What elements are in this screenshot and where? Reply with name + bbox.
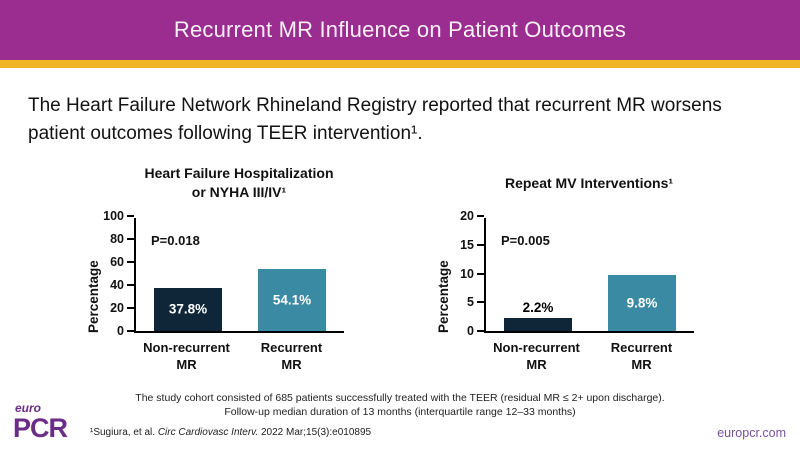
chart-title: Heart Failure Hospitalization or NYHA II… <box>144 165 334 200</box>
y-tick-mark <box>477 330 484 332</box>
y-tick-label: 100 <box>103 209 124 223</box>
p-value-label: P=0.018 <box>151 233 200 248</box>
bar-slot: 2.2% <box>486 218 590 331</box>
chart-body: Percentage 0 20 40 60 80 100 P=0.018 37.8% 54.1% <box>78 209 358 338</box>
y-tick-mark <box>127 284 134 286</box>
x-axis-category-label: Non-recurrent MR <box>143 340 230 372</box>
intro-text: The Heart Failure Network Rhineland Regi… <box>28 95 722 144</box>
bar-value-label: 54.1% <box>272 292 312 308</box>
y-tick-label: 5 <box>467 295 474 310</box>
y-tick-mark <box>477 272 484 275</box>
y-tick-label: 0 <box>117 324 124 338</box>
bar-non-recurrent-mr: 37.8% <box>154 287 222 331</box>
y-tick-label: 80 <box>110 232 124 246</box>
x-axis-category-label: Recurrent MR <box>610 340 673 372</box>
reference-suffix: 2022 Mar;15(3):e010895 <box>258 427 372 438</box>
y-tick-mark <box>127 330 134 332</box>
reference-journal: Circ Cardiovasc Interv. <box>157 427 259 438</box>
p-value-label: P=0.005 <box>501 233 550 248</box>
europcr-logo: euro PCR <box>13 401 68 443</box>
logo-pcr-text: PCR <box>13 413 68 443</box>
y-tick-label: 60 <box>110 255 124 269</box>
bar-slot: 54.1% <box>240 218 344 331</box>
y-tick-label: 20 <box>460 209 474 223</box>
plot-area: 0 5 10 15 20 P=0.005 2.2% 9.8% <box>460 209 694 338</box>
x-axis-labels: Non-recurrent MR Recurrent MR <box>134 339 344 373</box>
y-tick-mark <box>477 243 484 246</box>
bar-slot: 37.8% <box>136 218 240 331</box>
bar-recurrent-mr: 54.1% <box>258 268 326 331</box>
logo-euro-text: euro <box>15 401 42 415</box>
chart-repeat-mv-interventions: Repeat MV Interventions¹ Percentage 0 5 10… <box>428 160 708 373</box>
y-tick-label: 20 <box>110 301 124 315</box>
x-axis-labels: Non-recurrent MR Recurrent MR <box>484 339 694 373</box>
bar-value-label: 37.8% <box>168 301 208 317</box>
y-tick-mark <box>477 215 484 217</box>
footnote-line-1: The study cohort consisted of 685 patien… <box>135 392 665 404</box>
page-title: Recurrent MR Influence on Patient Outcom… <box>173 17 627 42</box>
y-tick-label: 10 <box>460 266 474 281</box>
study-footnote: The study cohort consisted of 685 patien… <box>0 391 800 419</box>
y-tick-mark <box>127 307 134 309</box>
accent-stripe <box>0 60 800 68</box>
y-tick-label: 15 <box>460 237 474 252</box>
plot-area: 0 20 40 60 80 100 P=0.018 37.8% 54.1% <box>103 209 344 338</box>
footnote-line-2: Follow-up median duration of 13 months (… <box>224 406 576 418</box>
bar-non-recurrent-mr: 2.2% <box>504 300 572 331</box>
reference-prefix: ¹Sugiura, et al. <box>90 427 158 438</box>
citation-reference: ¹Sugiura, et al. Circ Cardiovasc Interv.… <box>90 427 371 438</box>
header-bar: Recurrent MR Influence on Patient Outcom… <box>0 0 800 60</box>
website-url: europcr.com <box>717 426 786 440</box>
x-axis-category-label: Recurrent MR <box>260 340 323 372</box>
bar-value-label: 9.8% <box>626 295 658 311</box>
y-tick-label: 0 <box>467 324 474 338</box>
y-tick-mark <box>477 301 484 304</box>
bars-group: 37.8% 54.1% <box>136 218 344 331</box>
bar-value-label: 2.2% <box>522 300 554 316</box>
y-tick-mark <box>127 261 134 263</box>
x-axis-category-label: Non-recurrent MR <box>493 340 580 372</box>
chart-body: Percentage 0 5 10 15 20 P=0.005 2.2% 9.8% <box>428 209 708 338</box>
chart-title: Repeat MV Interventions¹ <box>504 174 674 191</box>
y-tick-label: 40 <box>110 278 124 292</box>
y-tick-mark <box>127 238 134 240</box>
chart-hf-hospitalization: Heart Failure Hospitalization or NYHA II… <box>78 160 358 373</box>
bars-group: 2.2% 9.8% <box>486 218 694 331</box>
bar-slot: 9.8% <box>590 218 694 331</box>
bar-recurrent-mr: 9.8% <box>608 274 676 331</box>
y-tick-mark <box>127 215 134 217</box>
